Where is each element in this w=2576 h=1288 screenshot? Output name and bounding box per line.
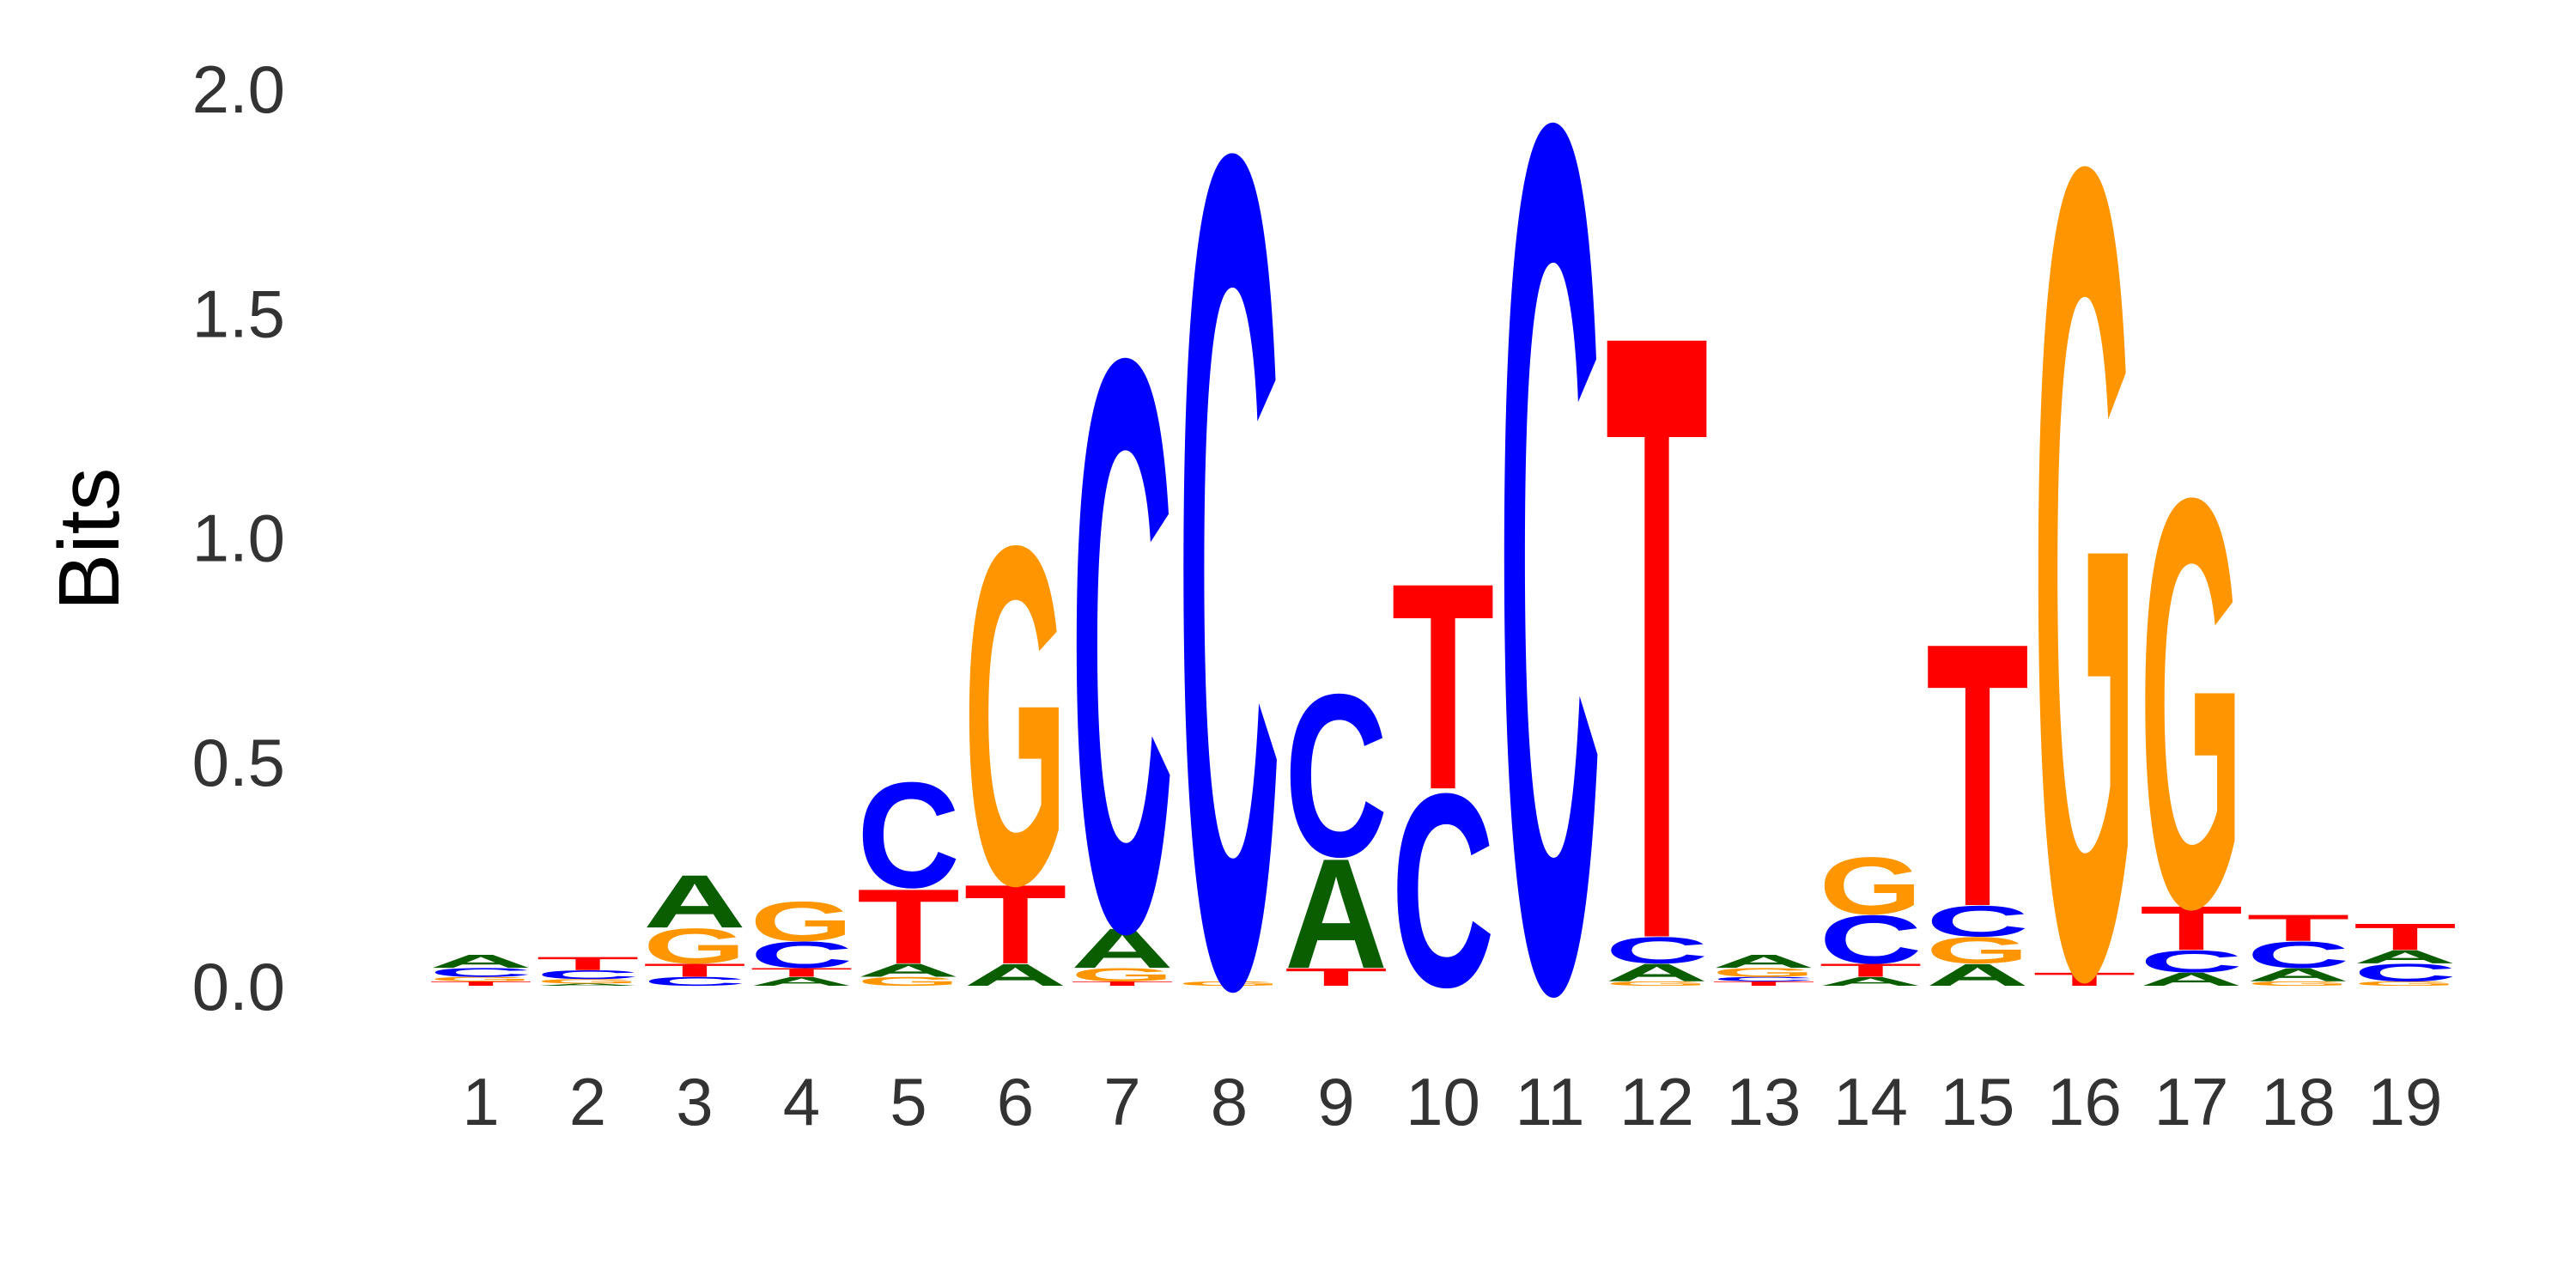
letter-A: A: [1820, 975, 1923, 988]
letter-A: A: [2247, 964, 2350, 985]
letter-C: C: [1820, 901, 1923, 978]
letter-T: T: [2140, 894, 2243, 963]
x-tick-label: 2: [569, 1064, 606, 1139]
x-tick-label: 1: [462, 1064, 499, 1139]
letter-G: G: [1820, 841, 1923, 932]
letter-A: A: [1285, 827, 1388, 1002]
letter-G: G: [1178, 980, 1281, 987]
x-tick-label: 3: [676, 1064, 713, 1139]
letter-C: C: [857, 751, 960, 920]
letter-T: T: [2033, 969, 2136, 990]
letter-A: A: [1071, 917, 1174, 980]
letter-A: A: [537, 983, 640, 987]
x-tick-label: 13: [1727, 1064, 1801, 1139]
letter-T: T: [1926, 563, 2029, 984]
letter-G: G: [964, 447, 1067, 985]
letter-C: C: [750, 933, 854, 975]
letter-A: A: [1606, 959, 1709, 987]
x-tick-label: 5: [890, 1064, 927, 1139]
letter-T: T: [643, 960, 746, 981]
y-tick-label: 2.0: [192, 52, 285, 127]
letter-T: T: [537, 953, 640, 975]
letter-G: G: [2354, 980, 2457, 987]
letter-C: C: [1071, 190, 1174, 1102]
letter-T: T: [1820, 960, 1923, 981]
letter-A: A: [429, 951, 532, 971]
letter-A: A: [1926, 957, 2029, 993]
letter-G: G: [2140, 378, 2243, 1030]
letter-C: C: [537, 968, 640, 981]
letter-C: C: [1178, 0, 1281, 1233]
letter-G: G: [1926, 929, 2029, 971]
letter-C: C: [429, 965, 532, 979]
letter-G: G: [2247, 980, 2350, 987]
letter-A: A: [643, 860, 746, 945]
letter-T: T: [1712, 980, 1815, 987]
letter-C: C: [2247, 933, 2350, 975]
letter-A: A: [2140, 969, 2243, 989]
x-tick-label: 6: [997, 1064, 1034, 1139]
y-tick-label: 0.5: [192, 725, 285, 800]
x-tick-label: 4: [783, 1064, 820, 1139]
letter-G: G: [537, 978, 640, 985]
letter-C: C: [1712, 975, 1815, 982]
letter-G: G: [1071, 964, 1174, 985]
letter-A: A: [964, 957, 1067, 993]
letter-T: T: [1071, 980, 1174, 987]
letter-A: A: [1712, 951, 1815, 971]
letter-G: G: [1712, 965, 1815, 979]
x-tick-label: 14: [1833, 1064, 1908, 1139]
letter-A: A: [857, 960, 960, 981]
letter-C: C: [1606, 929, 1709, 971]
y-axis-ticks: 0.0 0.5 1.0 1.5 2.0: [192, 52, 285, 1024]
letter-T: T: [429, 980, 532, 987]
x-tick-label: 10: [1406, 1064, 1480, 1139]
letter-G: G: [857, 975, 960, 988]
x-tick-label: 8: [1211, 1064, 1248, 1139]
x-tick-label: 9: [1317, 1064, 1354, 1139]
y-tick-label: 0.0: [192, 949, 285, 1024]
letter-T: T: [750, 965, 854, 979]
x-tick-label: 19: [2368, 1064, 2443, 1139]
x-tick-label: 15: [1941, 1064, 2015, 1139]
x-tick-label: 17: [2154, 1064, 2229, 1139]
letter-A: A: [750, 975, 854, 988]
letter-G: G: [2033, 0, 2136, 1218]
letter-C: C: [1285, 646, 1388, 905]
x-axis-ticks: 1 2 3 4 5 6 7 8 9 10 11 12 13 14 15 16 17 18 19: [462, 1064, 2442, 1139]
letter-G: G: [643, 918, 746, 975]
letter-C: C: [2354, 959, 2457, 987]
letter-G: G: [429, 975, 532, 982]
x-tick-label: 11: [1516, 1064, 1585, 1139]
letter-T: T: [2247, 907, 2350, 949]
x-tick-label: 16: [2047, 1064, 2122, 1139]
y-tick-label: 1.0: [192, 501, 285, 576]
letter-G: G: [1606, 980, 1709, 987]
letter-T: T: [964, 862, 1067, 987]
letter-T: T: [857, 866, 960, 986]
letter-T: T: [1285, 963, 1388, 992]
letter-C: C: [1392, 737, 1495, 1045]
letter-C: C: [643, 975, 746, 988]
letter-T: T: [2354, 916, 2457, 958]
x-tick-label: 18: [2261, 1064, 2336, 1139]
letter-C: C: [1926, 897, 2029, 946]
x-tick-label: 12: [1619, 1064, 1694, 1139]
letter-T: T: [1392, 523, 1495, 852]
x-tick-label: 7: [1103, 1064, 1140, 1139]
letter-T: T: [1606, 152, 1709, 1120]
letter-C: C: [1498, 0, 1601, 1249]
letter-A: A: [2354, 946, 2457, 967]
y-tick-label: 1.5: [192, 276, 285, 351]
y-axis-label: Bits: [41, 468, 137, 611]
letter-C: C: [2140, 945, 2243, 980]
letter-G: G: [750, 890, 854, 953]
